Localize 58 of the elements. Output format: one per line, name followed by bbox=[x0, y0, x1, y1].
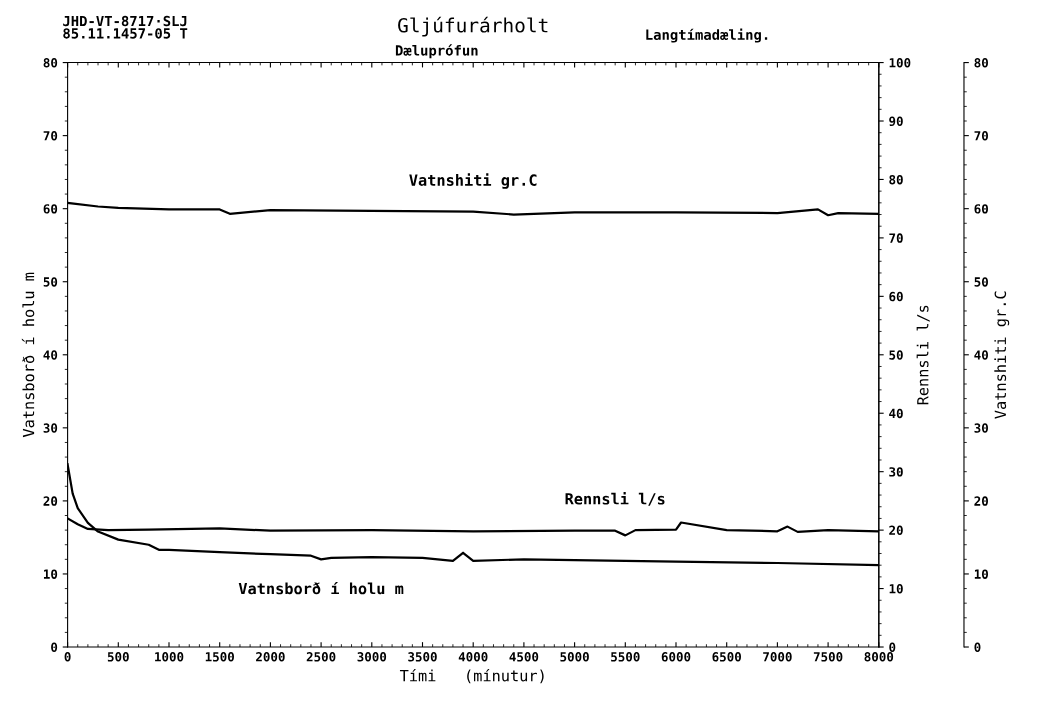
y-tick-label: 50 bbox=[43, 277, 58, 287]
x-axis-title: Tími (mínutur) bbox=[399, 668, 544, 684]
y-tick-label: 40 bbox=[43, 350, 58, 360]
x-tick-label: 500 bbox=[107, 652, 129, 662]
y3-tick-label: 40 bbox=[974, 350, 988, 360]
x-tick-label: 7500 bbox=[813, 652, 843, 662]
x-tick-label: 5000 bbox=[560, 652, 589, 662]
y3-tick-label: 0 bbox=[974, 642, 981, 652]
x-tick-label: 6000 bbox=[661, 652, 691, 662]
y3-tick-label: 60 bbox=[974, 204, 988, 214]
chart-subtitle: Dæluprófun bbox=[395, 44, 478, 59]
y-tick-label: 70 bbox=[43, 131, 58, 141]
x-tick-label: 1500 bbox=[205, 652, 234, 662]
x-tick-label: 0 bbox=[64, 652, 71, 662]
text: JHD-VT-8717·SLJ 85.11.1457-05 T bbox=[63, 15, 188, 39]
x-tick-label: 1000 bbox=[155, 652, 184, 662]
x-tick-label: 3000 bbox=[357, 652, 387, 662]
y2-tick-label: 80 bbox=[889, 174, 903, 185]
x-tick-label: 2000 bbox=[256, 652, 285, 662]
y-axis-title: Vatnsborð í holu m bbox=[21, 272, 35, 438]
x-tick-label: 2500 bbox=[306, 652, 336, 662]
y2-tick-label: 70 bbox=[889, 233, 903, 243]
x-tick-label: 3500 bbox=[408, 652, 437, 662]
y-tick-label: 10 bbox=[43, 569, 58, 579]
y-tick-label: 30 bbox=[43, 423, 58, 433]
series-label: Vatnsborð í holu m bbox=[238, 581, 404, 595]
y-tick-label: 20 bbox=[43, 496, 58, 506]
y3-tick-label: 70 bbox=[974, 131, 988, 141]
y-tick-label: 0 bbox=[51, 642, 58, 652]
y2-tick-label: 20 bbox=[889, 525, 903, 536]
y2-tick-label: 50 bbox=[889, 350, 903, 360]
y2-tick-label: 100 bbox=[889, 58, 911, 68]
y-tick-label: 80 bbox=[43, 58, 58, 68]
y2-tick-label: 30 bbox=[889, 467, 903, 477]
x-tick-label: 4500 bbox=[509, 652, 539, 662]
y3-tick-label: 30 bbox=[974, 423, 988, 433]
y2-tick-label: 0 bbox=[889, 642, 896, 652]
y2-tick-label: 60 bbox=[889, 291, 903, 302]
y3-tick-label: 80 bbox=[974, 58, 988, 68]
y2-tick-label: 90 bbox=[889, 116, 903, 126]
y-tick-label: 60 bbox=[43, 204, 58, 214]
y3-tick-label: 50 bbox=[974, 277, 988, 287]
y2-tick-label: 10 bbox=[889, 584, 903, 594]
series-label: Rennsli l/s bbox=[565, 491, 665, 506]
series-label: Vatnshiti gr.C bbox=[409, 173, 537, 189]
y3-tick-label: 20 bbox=[974, 496, 988, 506]
x-tick-label: 5500 bbox=[611, 652, 640, 662]
x-tick-label: 4000 bbox=[458, 652, 488, 662]
y2-axis-title: Rennsli l/s bbox=[916, 305, 930, 405]
x-tick-label: 6500 bbox=[712, 652, 741, 662]
text: Langtímadæling. bbox=[646, 28, 768, 43]
x-tick-label: 7000 bbox=[763, 652, 792, 662]
y3-axis-title: Vatnshiti gr.C bbox=[994, 291, 1010, 419]
line-series bbox=[67, 201, 879, 217]
x-tick-label: 8000 bbox=[864, 652, 894, 662]
y2-tick-label: 40 bbox=[889, 408, 903, 419]
chart-title: Gljúfurárholt bbox=[398, 16, 548, 37]
y3-tick-label: 10 bbox=[974, 569, 988, 579]
